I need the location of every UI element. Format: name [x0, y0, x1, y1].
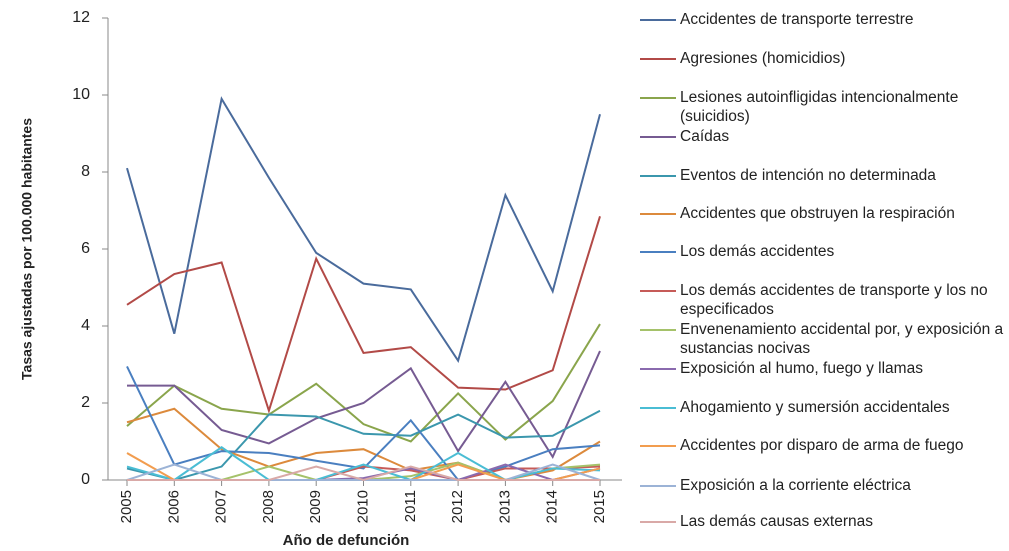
x-tick-label: 2005: [118, 490, 135, 523]
x-tick-label: 2010: [354, 490, 371, 523]
series-line: [126, 96, 601, 364]
series-line: [127, 350, 601, 460]
series-line: [126, 323, 601, 443]
x-tick-label: 2006: [165, 490, 182, 523]
series-line: [126, 365, 601, 482]
y-tick-label: 8: [81, 163, 90, 180]
legend-label: Envenenamiento accidental por, y exposic…: [680, 321, 1004, 357]
legend-label: Las demás causas externas: [680, 513, 873, 530]
y-tick-label: 10: [72, 86, 90, 103]
x-tick-label: 2012: [449, 490, 466, 523]
y-tick-label: 4: [81, 317, 90, 334]
legend-label: Caídas: [680, 128, 730, 145]
legend-label: Exposición a la corriente eléctrica: [680, 477, 911, 494]
legend-label: Lesiones autoinfligidas intencionalmente…: [680, 89, 959, 125]
x-axis-label: Año de defunción: [283, 532, 410, 549]
legend-label: Accidentes que obstruyen la respiración: [680, 205, 955, 222]
x-tick-label: 2007: [213, 490, 230, 523]
legend-label: Accidentes por disparo de arma de fuego: [680, 437, 964, 454]
series-line: [126, 409, 601, 482]
x-tick-label: 2013: [496, 490, 513, 523]
y-tick-label: 12: [72, 9, 90, 26]
y-tick-label: 0: [81, 471, 90, 488]
x-tick-label: 2008: [260, 490, 277, 523]
x-tick-label: 2015: [591, 490, 608, 523]
series-line: [127, 465, 600, 482]
x-tick-label: 2009: [307, 490, 324, 523]
legend-label: Exposición al humo, fuego y llamas: [680, 360, 923, 377]
legend-label: Los demás accidentes: [680, 243, 835, 260]
y-tick-label: 6: [81, 240, 90, 257]
y-axis-label: Tasas ajustadas por 100.000 habitantes: [19, 118, 35, 380]
legend-label: Ahogamiento y sumersión accidentales: [680, 399, 950, 416]
y-tick-label: 2: [81, 394, 90, 411]
legend-label: Agresiones (homicidios): [680, 50, 846, 67]
legend-label: Accidentes de transporte terrestre: [680, 11, 914, 28]
series-line: [126, 446, 601, 482]
x-tick-label: 2014: [544, 490, 561, 523]
legend-label: Eventos de intención no determinada: [680, 167, 936, 184]
x-tick-label: 2011: [402, 490, 419, 522]
legend-label: Los demás accidentes de transporte y los…: [680, 282, 988, 318]
series-line: [126, 215, 601, 415]
